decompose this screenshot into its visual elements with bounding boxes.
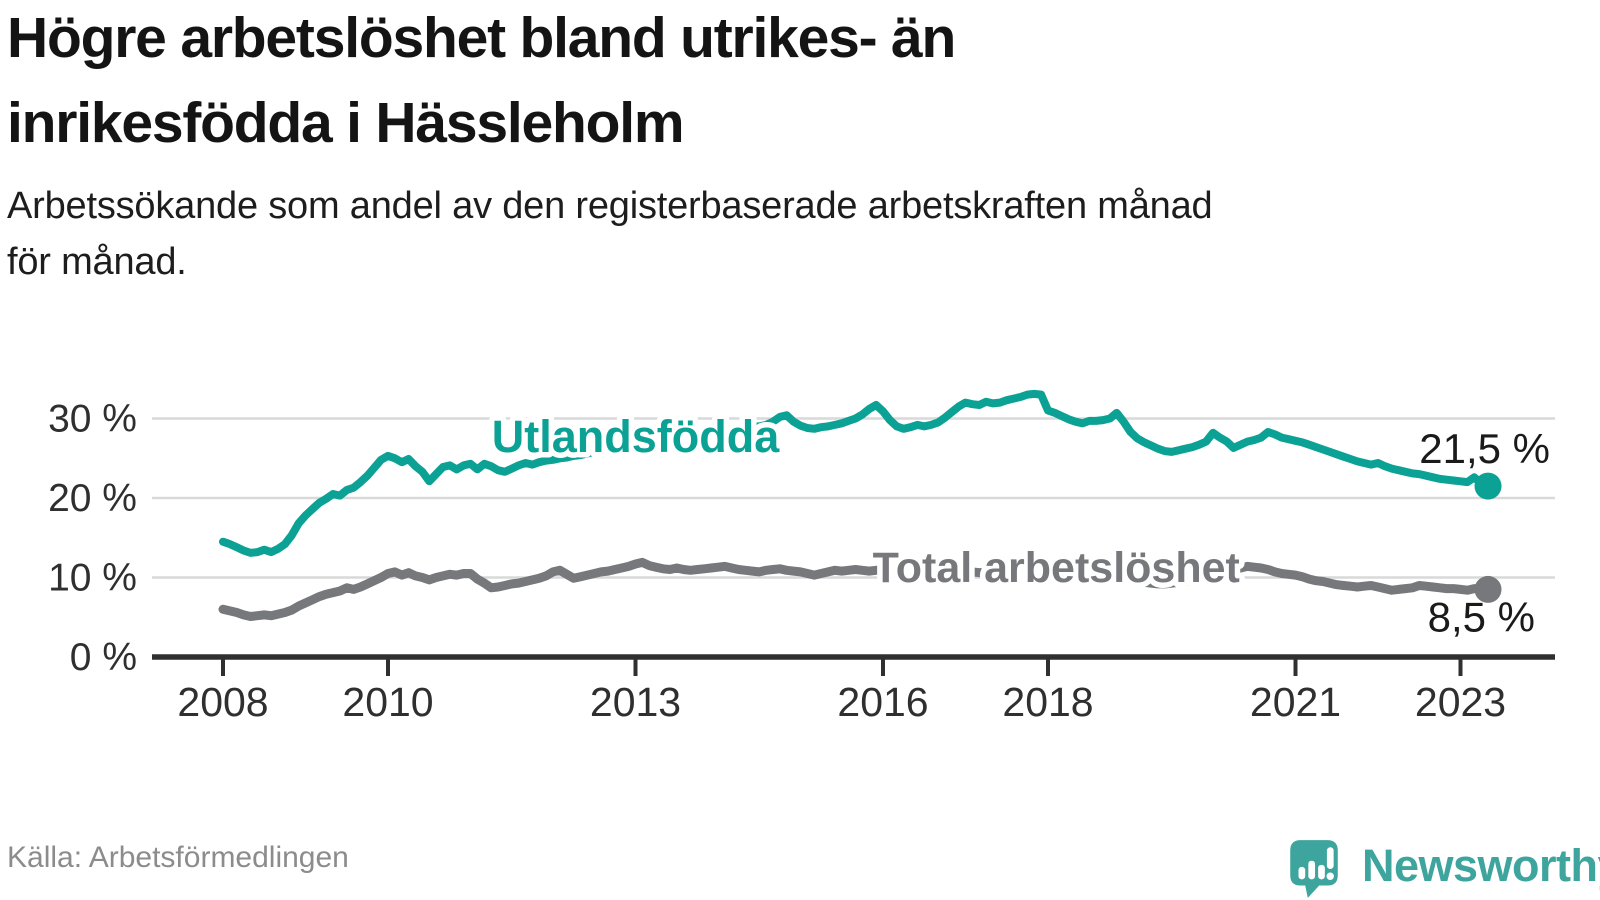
- series-label-utlandsf-dda: Utlandsfödda: [492, 411, 780, 462]
- x-tick-label: 2021: [1250, 679, 1341, 725]
- series-line-total-arbetsl-shet: [218, 557, 1493, 621]
- page-title-line-1: Högre arbetslöshet bland utrikes- än: [7, 6, 956, 70]
- series-end-dot-utlandsf-dda: [1474, 472, 1502, 500]
- series-label-total-arbetsl-shet: Total arbetslöshet: [873, 544, 1240, 592]
- newsworthy-brand: Newsworthy: [1288, 836, 1600, 900]
- bar-2-icon: [1308, 860, 1316, 880]
- exclamation-stem-icon: [1326, 847, 1334, 869]
- bar-3-icon: [1318, 864, 1325, 880]
- page-title-line-2: inrikesfödda i Hässleholm: [7, 91, 685, 155]
- x-tick-label: 2013: [590, 679, 681, 725]
- series-line-utlandsf-dda: [219, 389, 1492, 557]
- exclamation-dot-icon: [1326, 872, 1334, 880]
- page-title: Högre arbetslöshet bland utrikes- än inr…: [7, 0, 1407, 166]
- x-tick-label: 2010: [342, 679, 433, 725]
- source-caption: Källa: Arbetsförmedlingen: [7, 841, 349, 874]
- chart-subtitle-line-1: Arbetssökande som andel av den registerb…: [7, 185, 1213, 227]
- y-tick-label: 20 %: [48, 477, 137, 520]
- y-tick-label: 30 %: [48, 398, 137, 441]
- y-tick-label: 10 %: [48, 557, 137, 600]
- chart-subtitle-line-2: för månad.: [7, 241, 187, 283]
- y-tick-label: 0 %: [70, 636, 137, 679]
- x-tick-label: 2016: [837, 679, 928, 725]
- end-value-label-total-arbetsl-shet: 8,5 %: [1428, 593, 1535, 640]
- newsworthy-speech-bubble-icon: [1290, 840, 1338, 898]
- bar-1-icon: [1298, 866, 1306, 880]
- x-tick-label: 2008: [177, 679, 268, 725]
- x-tick-label: 2018: [1002, 679, 1093, 725]
- chart-subtitle: Arbetssökande som andel av den registerb…: [7, 178, 1567, 290]
- series-end-dot-total-arbetsl-shet: [1474, 575, 1502, 603]
- x-tick-label: 2023: [1415, 679, 1506, 725]
- end-value-label-utlandsf-dda: 21,5 %: [1419, 425, 1550, 472]
- brand-name: Newsworthy: [1362, 840, 1600, 891]
